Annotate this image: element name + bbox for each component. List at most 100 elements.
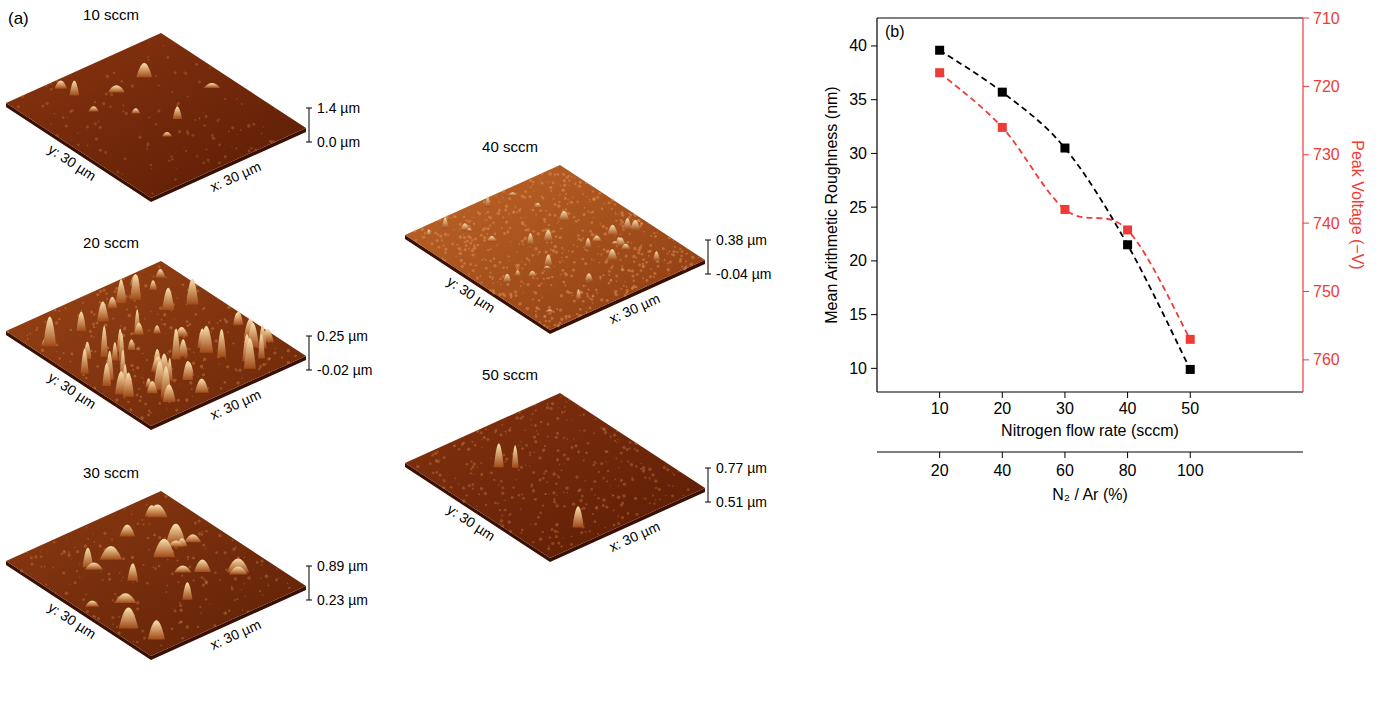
surface-grain: [547, 403, 549, 405]
surface-grain: [102, 579, 104, 581]
surface-grain: [515, 294, 518, 297]
surface-grain: [175, 379, 177, 381]
surface-grain: [129, 408, 132, 411]
surface-grain: [62, 113, 63, 114]
surface-grain: [541, 297, 542, 298]
surface-peak: [100, 546, 122, 560]
surface-grain: [505, 220, 508, 223]
surface-grain: [468, 220, 471, 223]
surface-grain: [510, 513, 512, 515]
surface-grain: [211, 331, 213, 333]
surface-grain: [652, 495, 654, 497]
surface-grain: [490, 272, 492, 274]
surface-grain: [115, 287, 118, 290]
surface-grain: [275, 578, 278, 581]
surface-peak: [174, 566, 192, 573]
surface-grain: [461, 265, 464, 268]
surface-grain: [592, 198, 595, 201]
surface-grain: [610, 435, 612, 437]
surface-grain: [471, 239, 473, 241]
surface-grain: [471, 460, 473, 462]
surface-grain: [458, 483, 460, 485]
surface-grain: [483, 258, 485, 260]
surface-grain: [199, 606, 201, 608]
afm-axis-label: y: 30 µm: [444, 273, 498, 316]
surface-grain: [618, 214, 619, 215]
surface-grain: [557, 531, 559, 533]
surface-grain: [502, 267, 505, 270]
surface-peak: [442, 217, 449, 229]
surface-grain: [438, 246, 441, 249]
surface-grain: [632, 274, 635, 277]
surface-grain: [578, 314, 581, 317]
surface-grain: [574, 182, 577, 185]
surface-grain: [505, 205, 508, 208]
x-tick: [1127, 392, 1128, 398]
surface-grain: [124, 397, 126, 399]
surface-grain: [516, 267, 519, 270]
surface-grain: [70, 361, 72, 363]
surface-grain: [196, 155, 198, 157]
surface-grain: [201, 531, 203, 533]
surface-grain: [485, 267, 488, 270]
z-scale-tick: [306, 600, 312, 601]
surface-grain: [583, 213, 586, 216]
surface-grain: [274, 107, 276, 109]
surface-grain: [559, 261, 561, 263]
surface-grain: [626, 448, 629, 451]
surface-grain: [506, 434, 507, 435]
surface-peak: [503, 274, 511, 283]
surface-grain: [549, 254, 551, 256]
surface-grain: [209, 162, 210, 163]
surface-grain: [548, 306, 551, 309]
afm-panel: 40 sccmy: 30 µmx: 30 µm0.38 µm-0.04 µm: [405, 138, 772, 334]
surface-peak: [576, 289, 581, 300]
surface-grain: [465, 219, 467, 221]
surface-grain: [583, 414, 585, 416]
surface-grain: [487, 438, 490, 441]
surface-peak: [467, 228, 473, 231]
y-tick-label: 20: [849, 252, 867, 269]
z-scale-bar: [708, 468, 709, 502]
surface-grain: [179, 383, 180, 384]
surface-grain: [113, 72, 116, 75]
surface-grain: [583, 285, 586, 288]
surface-grain: [555, 535, 558, 538]
surface-grain: [557, 541, 560, 544]
surface-grain: [189, 348, 191, 350]
surface-grain: [617, 522, 620, 525]
afm-axis-label: x: 30 µm: [607, 518, 663, 555]
surface-grain: [543, 324, 546, 327]
y-tick: [871, 45, 877, 46]
z-scale-label: -0.04 µm: [716, 266, 772, 282]
surface-grain: [82, 302, 84, 304]
data-point: [998, 88, 1007, 97]
surface-peak: [623, 218, 631, 230]
surface-grain: [555, 236, 558, 239]
surface-grain: [77, 133, 79, 135]
surface-grain: [493, 257, 496, 260]
surface-grain: [597, 533, 599, 535]
surface-grain: [679, 248, 681, 250]
surface-grain: [649, 502, 651, 504]
surface-grain: [453, 445, 455, 447]
surface-grain: [197, 626, 199, 628]
x-tick-label: 50: [1181, 400, 1199, 417]
surface-grain: [612, 265, 614, 267]
surface-grain: [126, 308, 128, 310]
surface-grain: [501, 524, 504, 527]
surface-grain: [587, 442, 590, 445]
x2-tick: [1064, 452, 1065, 458]
surface-grain: [681, 250, 684, 253]
surface-peak: [54, 81, 67, 89]
surface-grain: [552, 472, 556, 476]
surface-grain: [469, 242, 472, 245]
surface-grain: [575, 476, 578, 479]
surface-grain: [66, 537, 67, 538]
surface-grain: [579, 308, 582, 311]
surface-grain: [182, 283, 185, 286]
surface-grain: [105, 92, 108, 95]
surface-grain: [105, 292, 107, 294]
surface-grain: [564, 395, 566, 397]
surface-grain: [577, 450, 580, 453]
